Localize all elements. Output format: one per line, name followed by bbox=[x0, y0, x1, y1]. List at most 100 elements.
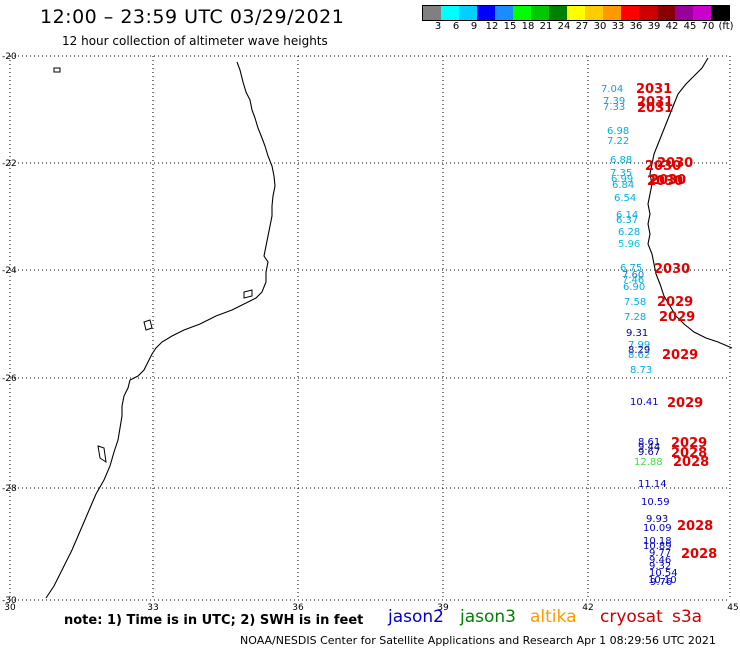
scale-swatch bbox=[531, 6, 549, 20]
island-outline bbox=[243, 289, 253, 299]
wave-height-label: 9.67 bbox=[638, 447, 661, 458]
scale-swatch bbox=[621, 6, 639, 20]
africa-coastline bbox=[45, 61, 276, 599]
scale-label: 45 bbox=[683, 21, 697, 32]
latitude-tick: -24 bbox=[2, 266, 17, 276]
scale-swatch bbox=[459, 6, 477, 20]
island-outline bbox=[53, 67, 61, 73]
wave-height-label: 10.09 bbox=[643, 523, 672, 534]
wave-height-label: 9.76 bbox=[650, 577, 673, 588]
scale-swatch bbox=[549, 6, 567, 20]
scale-label: 36 bbox=[629, 21, 643, 32]
scale-label: 27 bbox=[575, 21, 589, 32]
pass-time-label: 2031 bbox=[637, 95, 674, 110]
legend-cryosat: cryosat bbox=[600, 607, 663, 627]
pass-time-label: 2030 bbox=[650, 173, 687, 188]
scale-label: 3 bbox=[434, 21, 442, 32]
wave-height-label: 6.14 bbox=[616, 210, 639, 221]
scale-label: 6 bbox=[452, 21, 460, 32]
pass-time-label: 2030 bbox=[654, 262, 691, 277]
scale-swatch bbox=[567, 6, 585, 20]
scale-label: 18 bbox=[521, 21, 535, 32]
latitude-tick: -30 bbox=[2, 596, 17, 606]
wave-height-label: 7.58 bbox=[624, 297, 647, 308]
wave-height-label: 6.98 bbox=[607, 126, 630, 137]
pass-time-label: 2030 bbox=[647, 174, 684, 189]
wave-height-label: 7.28 bbox=[624, 312, 647, 323]
wave-height-label: 10.89 bbox=[643, 541, 672, 552]
wave-height-label: 6.84 bbox=[612, 180, 635, 191]
wave-height-label: 7.35 bbox=[610, 168, 633, 179]
scale-swatch bbox=[657, 6, 675, 20]
map-subtitle: 12 hour collection of altimeter wave hei… bbox=[62, 34, 328, 48]
wave-height-label: 9.31 bbox=[626, 328, 649, 339]
scale-swatch bbox=[693, 6, 711, 20]
latitude-tick: -28 bbox=[2, 484, 17, 494]
latitude-tick: -20 bbox=[2, 52, 17, 62]
scale-swatch bbox=[675, 6, 693, 20]
credit-line: NOAA/NESDIS Center for Satellite Applica… bbox=[240, 634, 716, 647]
pass-time-label: 2028 bbox=[671, 446, 708, 461]
pass-time-label: 2028 bbox=[677, 519, 714, 534]
wave-height-label: 7.33 bbox=[603, 102, 626, 113]
color-scale-labels: 3 6 9 12 15 18 21 24 27 30 33 36 39 42 45 70 (ft) bbox=[422, 21, 740, 35]
longitude-tick: 33 bbox=[147, 603, 159, 613]
longitude-tick: 42 bbox=[582, 603, 594, 613]
scale-swatch bbox=[495, 6, 513, 20]
scale-swatch bbox=[423, 6, 441, 20]
pass-time-label: 2030 bbox=[645, 159, 682, 174]
map-title: 12:00 – 23:59 UTC 03/29/2021 bbox=[40, 6, 345, 28]
pass-time-label: 2028 bbox=[673, 455, 710, 470]
wave-height-label: 7.99 bbox=[628, 340, 651, 351]
scale-swatch bbox=[585, 6, 603, 20]
pass-time-label: 2028 bbox=[681, 547, 718, 562]
scale-swatch bbox=[477, 6, 495, 20]
wave-height-label: 6.28 bbox=[618, 227, 641, 238]
wave-height-label: 9.32 bbox=[649, 561, 672, 572]
wave-height-label: 11.14 bbox=[638, 479, 667, 490]
island-outline bbox=[143, 319, 153, 331]
longitude-tick: 30 bbox=[4, 603, 16, 613]
legend-jason2: jason2 bbox=[388, 607, 444, 627]
scale-label: 12 bbox=[485, 21, 499, 32]
pass-time-label: 2031 bbox=[636, 82, 673, 97]
lat-lon-grid bbox=[9, 55, 731, 601]
wave-height-label: 6.88 bbox=[610, 155, 633, 166]
wave-height-label: 9.44 bbox=[638, 442, 661, 453]
scale-swatch bbox=[441, 6, 459, 20]
scale-label: 15 bbox=[503, 21, 517, 32]
wave-height-label: 10.54 bbox=[649, 568, 678, 579]
latitude-tick: -22 bbox=[2, 159, 17, 169]
wave-height-label: 10.41 bbox=[630, 397, 659, 408]
wave-height-label: 5.96 bbox=[618, 239, 641, 250]
pass-time-label: 2029 bbox=[667, 396, 704, 411]
longitude-tick: 36 bbox=[292, 603, 304, 613]
scale-swatch bbox=[639, 6, 657, 20]
wave-height-label: 8.62 bbox=[628, 350, 651, 361]
wave-height-label: 8.73 bbox=[630, 365, 653, 376]
scale-swatch bbox=[513, 6, 531, 20]
pass-time-label: 2029 bbox=[662, 348, 699, 363]
wave-height-label: 6.99 bbox=[611, 174, 634, 185]
wave-height-label: 10.18 bbox=[643, 536, 672, 547]
scale-label: 70 bbox=[701, 21, 715, 32]
pass-time-label: 2029 bbox=[657, 295, 694, 310]
wave-height-label: 6.37 bbox=[616, 215, 639, 226]
scale-swatch bbox=[711, 6, 729, 20]
pass-time-label: 2029 bbox=[671, 436, 708, 451]
wave-height-label: 8.61 bbox=[638, 437, 661, 448]
wave-height-label: 10.59 bbox=[641, 497, 670, 508]
wave-height-label: 6.90 bbox=[623, 282, 646, 293]
wave-height-label: 10.10 bbox=[648, 575, 677, 586]
island-outline bbox=[97, 445, 107, 464]
longitude-tick: 45 bbox=[727, 603, 739, 613]
wave-height-label: 7.46 bbox=[622, 275, 645, 286]
wave-height-label: 8.29 bbox=[628, 345, 651, 356]
scale-label: 9 bbox=[470, 21, 478, 32]
legend-altika: altika bbox=[530, 607, 577, 627]
wave-height-label: 7.22 bbox=[607, 136, 630, 147]
pass-time-label: 2029 bbox=[659, 310, 696, 325]
scale-label: 33 bbox=[611, 21, 625, 32]
pass-time-label: 2030 bbox=[657, 156, 694, 171]
